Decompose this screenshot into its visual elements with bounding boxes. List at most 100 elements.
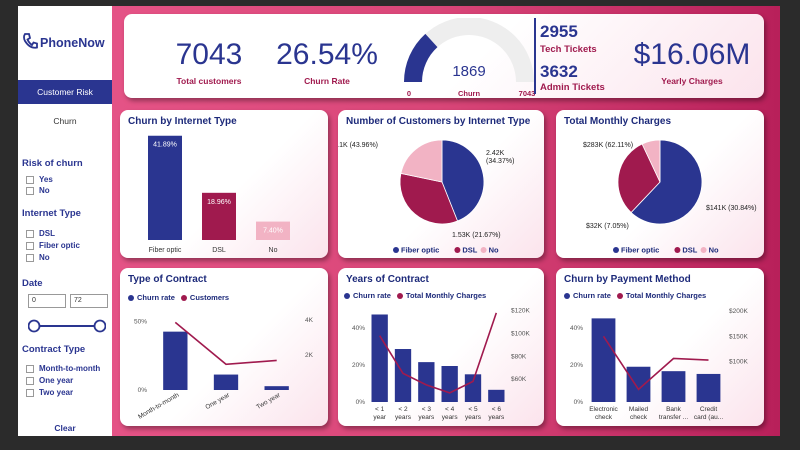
x-tick-label: Mailed check [629,406,649,421]
legend-dot [564,292,570,299]
gauge-value: 1869 [452,63,485,80]
filter-risk-yes[interactable]: Yes [26,175,53,184]
y2-tick-label: $100K [729,359,748,366]
filter-internet-no[interactable]: No [26,253,50,262]
legend-dot [616,292,623,299]
option-label: Fiber optic [39,241,80,250]
x-tick-label: Month-to-month [137,391,181,420]
legend-label: Churn rate [137,293,175,302]
filter-risk-title: Risk of churn [22,158,83,169]
slice-label: 3.1K (43.96%) [338,142,378,149]
date-min-input[interactable]: 0 [28,294,66,308]
checkbox[interactable] [26,364,34,373]
legend-label: Total Monthly Charges [405,291,487,300]
bar [661,371,686,402]
legend-label: No [709,246,719,255]
y2-tick-label: 4K [305,317,314,324]
slice-label: 1.53K (21.67%) [452,232,501,239]
option-label: One year [39,376,74,385]
legend-label: Customers [189,293,230,302]
card-customers-internet: Number of Customers by Internet Type 3.1… [338,110,544,258]
bar-no [256,221,290,240]
legend-dot [128,294,134,301]
bar [441,366,458,402]
x-tick-label: < 6 years [488,406,505,421]
checkbox[interactable] [26,175,34,184]
x-tick-label: < 3 years [418,406,435,421]
legend: Churn rate Total Monthly Charges [564,291,706,300]
card-payment: Churn by Payment Method Churn rate Total … [556,268,764,426]
option-label: DSL [39,229,55,238]
gauge-max: 7043 [519,89,536,98]
pie-slice-no [641,139,661,183]
checkbox[interactable] [26,241,34,250]
bar [371,314,388,402]
y-tick-label: 0% [356,399,366,406]
filter-internet-title: Internet Type [22,208,81,219]
churn-rate-value: 26.54% [276,38,378,71]
filter-contract-title: Contract Type [22,344,86,355]
legend-dot [480,247,487,253]
legend-label: No [489,246,499,255]
checkbox[interactable] [26,388,34,397]
x-tick-label: One year [204,391,231,411]
slider-handle-max [93,319,106,333]
pie-slice-no [400,139,443,183]
total-customers-value: 7043 [175,38,243,71]
x-tick-label: < 4 years [442,406,459,421]
checkbox[interactable] [26,186,34,195]
legend-dot [393,247,399,253]
y2-tick-label: $100K [511,330,530,337]
filter-contract-1y[interactable]: One year [26,376,73,385]
filter-contract-m2m[interactable]: Month-to-month [26,364,100,373]
clear-filters-button[interactable]: Clear [54,423,76,433]
brand-logo[interactable]: PhoneNow [22,28,108,58]
legend-dot [396,292,403,299]
legend-label: Total Monthly Charges [625,291,707,300]
bar-dsl [202,192,236,240]
chart-title: Number of Customers by Internet Type [346,116,531,127]
card-monthly-charges: Total Monthly Charges $283K (62.11%) $141… [556,110,764,258]
filter-contract-2y[interactable]: Two year [26,388,73,397]
chart-churn-internet: 41.89% Fiber optic 18.96% DSL 7.40% No [148,135,290,254]
checkbox[interactable] [26,253,34,262]
legend-dot [613,247,619,253]
date-slider[interactable] [28,318,106,334]
checkbox[interactable] [26,229,34,238]
y-tick-label: 40% [352,325,365,332]
phone-icon [23,33,38,49]
bar [626,366,651,402]
filter-internet-dsl[interactable]: DSL [26,229,55,238]
x-tick-label: No [269,247,278,254]
kpi-divider [534,18,536,94]
x-tick-label: Bank transfer ... [659,406,688,421]
chart-title: Type of Contract [128,274,207,285]
checkbox[interactable] [26,376,34,385]
nav-churn[interactable]: Churn [53,116,77,126]
line-series [174,321,277,366]
y2-tick-label: $80K [511,353,527,360]
chart-title: Years of Contract [346,274,429,285]
gauge-min: 0 [407,89,411,98]
nav-customer-risk[interactable]: Customer Risk [18,80,112,104]
date-max-input[interactable]: 72 [70,294,108,308]
legend-label: Fiber optic [401,246,439,255]
card-contract: Type of Contract Churn rate Customers 50%… [120,268,328,426]
chart-title: Churn by Internet Type [128,116,237,127]
filter-risk-no[interactable]: No [26,186,50,195]
chart-title: Churn by Payment Method [564,274,691,285]
bar [163,331,188,390]
option-label: Yes [39,175,53,184]
tech-tickets-label: Tech Tickets [540,44,597,55]
option-label: Month-to-month [39,364,101,373]
data-label: 41.89% [153,142,177,149]
x-tick-label: Credit card (au... [694,406,723,421]
option-label: No [39,253,50,262]
churn-gauge: 1869 0 Churn 7043 [404,18,536,98]
y-tick-label: 50% [134,319,147,326]
legend-dot [180,294,187,301]
pie-slice-dsl [617,143,661,214]
legend-label: Churn rate [353,291,391,300]
filter-internet-fiber[interactable]: Fiber optic [26,241,80,250]
legend-dot [674,247,681,253]
